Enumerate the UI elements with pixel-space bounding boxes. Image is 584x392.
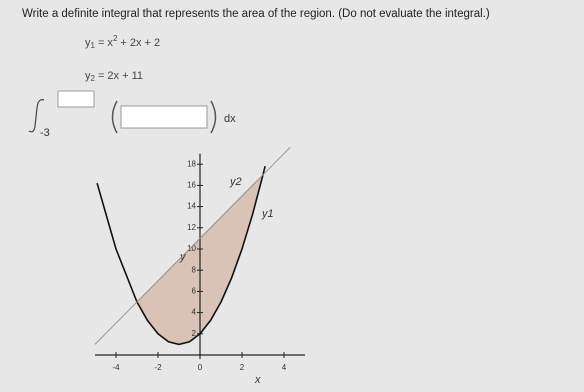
var: y bbox=[85, 37, 91, 49]
y-tick-label: 8 bbox=[192, 265, 197, 274]
y-tick-label: 14 bbox=[187, 202, 196, 211]
y-tick-label: 18 bbox=[187, 159, 196, 168]
x-tick-label: -2 bbox=[154, 363, 162, 372]
equation-1: y1 = x2 + 2x + 2 bbox=[85, 34, 160, 50]
question: Write a definite integral that represent… bbox=[22, 8, 490, 20]
x-axis-label: x bbox=[254, 374, 261, 386]
y-tick-label: 2 bbox=[192, 329, 197, 338]
paren-right bbox=[210, 100, 217, 134]
rhs: = 2x + 11 bbox=[98, 70, 143, 82]
y-tick-label: 4 bbox=[192, 308, 197, 317]
integrand-input[interactable] bbox=[120, 105, 208, 129]
y-tick-label: 12 bbox=[187, 223, 196, 232]
exp: 2 bbox=[113, 34, 118, 43]
x-tick-label: 4 bbox=[282, 363, 287, 372]
y-tick-label: 6 bbox=[192, 287, 197, 296]
y-axis-label: y bbox=[179, 251, 187, 263]
curve bbox=[94, 146, 291, 345]
curve-label: y1 bbox=[261, 208, 274, 220]
x-tick-label: 2 bbox=[240, 363, 245, 372]
paren-left bbox=[111, 100, 118, 134]
x-tick-label: 0 bbox=[198, 363, 203, 372]
graph: -4 -2 0 2 4 2 4 6 8 10 12 14 16 18 x y y1 y2 bbox=[94, 146, 305, 386]
rest: + 2x + 2 bbox=[120, 37, 160, 49]
integral-sign bbox=[28, 99, 45, 133]
equation-2: y2 = 2x + 11 bbox=[85, 70, 143, 83]
lower-limit: -3 bbox=[40, 127, 50, 139]
y-tick-label: 10 bbox=[187, 244, 196, 253]
sub: 2 bbox=[91, 74, 96, 83]
upper-limit-input[interactable] bbox=[57, 90, 95, 108]
var: y bbox=[85, 70, 91, 82]
sub: 1 bbox=[91, 41, 96, 50]
x-tick-label: -4 bbox=[112, 363, 120, 372]
rhs: = x bbox=[98, 37, 113, 49]
y-tick-label: 16 bbox=[187, 181, 196, 190]
curve bbox=[96, 166, 266, 346]
curve-label: y2 bbox=[229, 176, 242, 188]
differential: dx bbox=[224, 113, 236, 125]
